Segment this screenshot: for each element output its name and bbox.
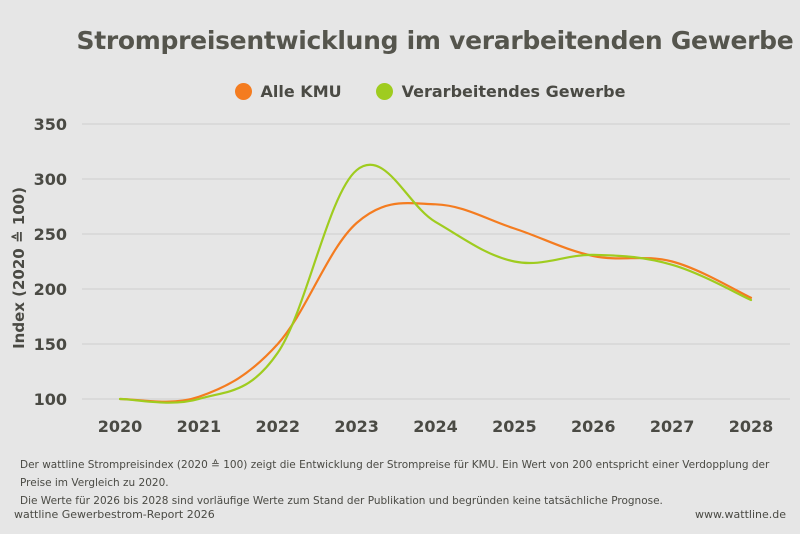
- footer-source: wattline Gewerbestrom-Report 2026: [14, 508, 215, 521]
- x-tick-label-2027: 2027: [650, 417, 695, 436]
- y-tick-label-150: 150: [34, 335, 67, 354]
- legend-label-alle-kmu: Alle KMU: [260, 82, 342, 101]
- x-tick-label-2020: 2020: [98, 417, 143, 436]
- x-tick-label-2025: 2025: [492, 417, 537, 436]
- x-tick-label-2023: 2023: [334, 417, 379, 436]
- legend-swatch-alle-kmu: [234, 83, 252, 100]
- x-tick-label-2021: 2021: [177, 417, 222, 436]
- footnote-line-1: Der wattline Strompreisindex (2020 ≙ 100…: [20, 459, 770, 489]
- legend-label-verarbeitendes-gewerbe: Verarbeitendes Gewerbe: [401, 82, 626, 101]
- x-tick-label-2022: 2022: [255, 417, 300, 436]
- series-line-alle-kmu: [118, 202, 753, 403]
- legend-item-verarbeitendes-gewerbe: Verarbeitendes Gewerbe: [375, 82, 626, 101]
- x-tick-label-2024: 2024: [413, 417, 458, 436]
- legend-item-alle-kmu: Alle KMU: [234, 82, 342, 101]
- x-tick-label-2028: 2028: [729, 417, 774, 436]
- y-tick-label-250: 250: [34, 225, 67, 244]
- series-line-verarbeitendes-gewerbe: [118, 163, 753, 404]
- y-axis-label: Index (2020 ≙ 100): [10, 187, 28, 349]
- footer-url: www.wattline.de: [695, 508, 786, 521]
- chart-title: Strompreisentwicklung im verarbeitenden …: [76, 26, 794, 55]
- chart-legend: Alle KMU Verarbeitendes Gewerbe: [0, 82, 800, 101]
- y-tick-label-350: 350: [34, 115, 67, 134]
- x-tick-label-2026: 2026: [571, 417, 616, 436]
- footnote-line-2: Die Werte für 2026 bis 2028 sind vorläuf…: [20, 495, 663, 507]
- footnote: Der wattline Strompreisindex (2020 ≙ 100…: [20, 456, 790, 510]
- y-tick-label-200: 200: [34, 280, 67, 299]
- legend-swatch-verarbeitendes-gewerbe: [375, 83, 393, 100]
- y-tick-label-300: 300: [34, 170, 67, 189]
- y-tick-label-100: 100: [34, 390, 67, 409]
